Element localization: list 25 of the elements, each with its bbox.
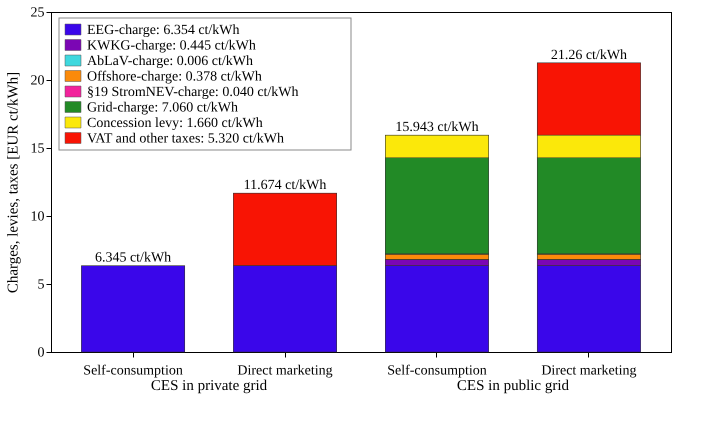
y-axis-title: Charges, levies, taxes [EUR ct/kWh] bbox=[6, 72, 22, 294]
y-tick-label: 15 bbox=[30, 142, 44, 156]
y-tick-label: 10 bbox=[30, 210, 44, 224]
x-tick-label: Self-consumption bbox=[83, 364, 183, 378]
y-tick-label: 5 bbox=[38, 278, 44, 292]
legend-label: Concession levy: 1.660 ct/kWh bbox=[87, 116, 263, 131]
total-label: 15.943 ct/kWh bbox=[395, 120, 479, 136]
y-tick-label: 0 bbox=[38, 346, 44, 360]
x-tick-label: Direct marketing bbox=[237, 364, 333, 378]
total-label: 6.345 ct/kWh bbox=[94, 250, 172, 266]
legend-label: Grid-charge: 7.060 ct/kWh bbox=[87, 100, 238, 116]
legend-label: Offshore-charge: 0.378 ct/kWh bbox=[87, 70, 262, 84]
total-label: 11.674 ct/kWh bbox=[244, 178, 326, 194]
legend-label: VAT and other taxes: 5.320 ct/kWh bbox=[87, 132, 284, 146]
y-tick-label: 20 bbox=[30, 74, 44, 88]
legend-label: §19 StromNEV-charge: 0.040 ct/kWh bbox=[87, 85, 299, 100]
x-tick-label: Direct marketing bbox=[541, 364, 637, 378]
legend-label: EEG-charge: 6.354 ct/kWh bbox=[87, 23, 240, 38]
text: CES in private grid bbox=[150, 378, 268, 394]
legend-label: KWKG-charge: 0.445 ct/kWh bbox=[87, 38, 256, 54]
x-tick-label: Self-consumption bbox=[387, 364, 487, 378]
total-label: 21.26 ct/kWh bbox=[550, 48, 628, 63]
y-tick-label: 25 bbox=[30, 6, 44, 20]
text: CES in public grid bbox=[456, 378, 570, 394]
legend-label: AbLaV-charge: 0.006 ct/kWh bbox=[87, 54, 254, 69]
